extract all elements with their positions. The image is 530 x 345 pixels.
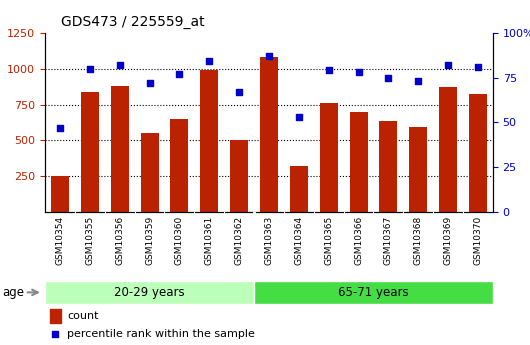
Point [324, 68, 333, 73]
Text: GSM10367: GSM10367 [384, 216, 393, 265]
Text: GSM10368: GSM10368 [414, 216, 423, 265]
Bar [379, 121, 398, 212]
Text: age: age [3, 286, 25, 299]
Text: GSM10362: GSM10362 [235, 216, 244, 265]
Text: GSM10370: GSM10370 [473, 216, 482, 265]
Point [86, 66, 94, 71]
Bar [140, 133, 158, 212]
Text: GSM10364: GSM10364 [294, 216, 303, 265]
Bar [81, 92, 99, 212]
Text: GSM10354: GSM10354 [56, 216, 65, 265]
Point [205, 59, 214, 64]
Bar [254, 281, 493, 304]
Bar [290, 166, 308, 212]
Bar [171, 119, 188, 212]
Point [295, 114, 303, 120]
Text: GSM10355: GSM10355 [85, 216, 94, 265]
Bar [409, 128, 427, 212]
Text: GSM10361: GSM10361 [205, 216, 214, 265]
Bar [49, 309, 61, 323]
Point [175, 71, 184, 77]
Text: GSM10360: GSM10360 [175, 216, 184, 265]
Point [56, 125, 64, 131]
Bar [350, 112, 367, 212]
Point [51, 331, 59, 337]
Text: GSM10369: GSM10369 [444, 216, 453, 265]
Text: GSM10359: GSM10359 [145, 216, 154, 265]
Bar [51, 176, 69, 212]
Bar [200, 70, 218, 212]
Bar [320, 103, 338, 212]
Text: count: count [67, 311, 99, 321]
Point [444, 62, 453, 68]
Point [474, 64, 482, 70]
Bar [111, 86, 129, 212]
Text: GSM10363: GSM10363 [264, 216, 273, 265]
Bar [45, 281, 254, 304]
Text: 20-29 years: 20-29 years [114, 286, 185, 299]
Point [145, 80, 154, 86]
Bar [439, 87, 457, 212]
Point [265, 53, 273, 59]
Text: percentile rank within the sample: percentile rank within the sample [67, 329, 255, 339]
Point [414, 78, 422, 84]
Point [384, 75, 393, 80]
Point [116, 62, 124, 68]
Point [354, 69, 363, 75]
Point [235, 89, 243, 95]
Bar [260, 57, 278, 212]
Text: GSM10356: GSM10356 [115, 216, 124, 265]
Bar [469, 95, 487, 212]
Bar [230, 140, 248, 212]
Text: GSM10365: GSM10365 [324, 216, 333, 265]
Text: GSM10366: GSM10366 [354, 216, 363, 265]
Text: GDS473 / 225559_at: GDS473 / 225559_at [61, 15, 205, 29]
Text: 65-71 years: 65-71 years [338, 286, 409, 299]
